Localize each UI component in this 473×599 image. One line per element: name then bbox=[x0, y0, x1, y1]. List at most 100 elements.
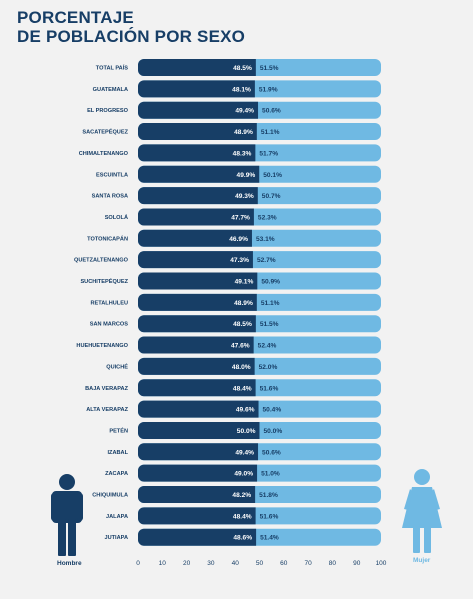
bar-male bbox=[138, 251, 253, 269]
x-tick-label: 20 bbox=[183, 560, 191, 567]
bar-male bbox=[138, 336, 254, 354]
value-label-female: 50.6% bbox=[262, 108, 281, 115]
value-label-male: 48.4% bbox=[233, 385, 252, 392]
x-tick-label: 0 bbox=[136, 560, 140, 567]
x-tick-label: 100 bbox=[376, 560, 387, 567]
bar-male bbox=[138, 357, 255, 375]
value-label-male: 48.3% bbox=[233, 150, 252, 157]
category-label: IZABAL bbox=[107, 450, 128, 456]
value-label-male: 46.9% bbox=[229, 236, 248, 243]
x-tick-label: 90 bbox=[353, 560, 361, 567]
value-label-female: 50.6% bbox=[262, 449, 281, 456]
category-label: SUCHITEPÉQUEZ bbox=[80, 277, 128, 285]
male-person-icon bbox=[51, 474, 83, 556]
bar-male bbox=[138, 379, 256, 397]
value-label-female: 50.9% bbox=[261, 279, 280, 286]
value-label-female: 52.4% bbox=[258, 343, 277, 350]
bar-male bbox=[138, 187, 258, 205]
x-tick-label: 10 bbox=[159, 560, 167, 567]
value-label-male: 48.5% bbox=[233, 321, 252, 328]
bar-male bbox=[138, 464, 258, 482]
category-label: HUEHUETENANGO bbox=[76, 343, 128, 349]
value-label-female: 51.5% bbox=[260, 65, 279, 72]
value-label-female: 52.0% bbox=[259, 364, 278, 371]
page-title: PORCENTAJE DE POBLACIÓN POR SEXO bbox=[17, 8, 245, 46]
value-label-female: 51.9% bbox=[259, 86, 278, 93]
title-line-2: DE POBLACIÓN POR SEXO bbox=[17, 27, 246, 46]
x-tick-label: 30 bbox=[207, 560, 215, 567]
value-label-female: 50.7% bbox=[262, 193, 281, 200]
category-label: CHIMALTENANGO bbox=[79, 151, 129, 157]
x-tick-label: 60 bbox=[280, 560, 288, 567]
value-label-male: 49.4% bbox=[235, 449, 254, 456]
bar-male bbox=[138, 293, 257, 311]
value-label-male: 47.7% bbox=[231, 214, 250, 221]
female-legend-label: Mujer bbox=[413, 557, 431, 564]
value-label-female: 52.3% bbox=[258, 214, 277, 221]
bar-male bbox=[138, 400, 259, 418]
value-label-male: 47.3% bbox=[230, 257, 249, 264]
value-label-female: 51.4% bbox=[260, 535, 279, 542]
bar-male bbox=[138, 507, 256, 525]
value-label-male: 48.4% bbox=[233, 513, 252, 520]
category-label: RETALHULEU bbox=[91, 300, 129, 306]
bar-male bbox=[138, 421, 260, 439]
bar-male bbox=[138, 528, 257, 546]
value-label-male: 48.9% bbox=[234, 300, 253, 307]
value-label-male: 48.9% bbox=[234, 129, 253, 136]
category-label: PETÉN bbox=[109, 426, 128, 434]
category-label: SANTA ROSA bbox=[92, 194, 128, 200]
value-label-male: 50.0% bbox=[237, 428, 256, 435]
male-legend-label: Hombre bbox=[57, 560, 82, 567]
bar-male bbox=[138, 486, 256, 503]
value-label-male: 49.4% bbox=[235, 108, 254, 115]
bar-male bbox=[138, 144, 256, 162]
category-label: EL PROGRESO bbox=[87, 108, 129, 114]
x-tick-label: 80 bbox=[329, 560, 337, 567]
value-label-female: 53.1% bbox=[256, 236, 275, 243]
value-label-female: 50.4% bbox=[263, 407, 282, 414]
category-label: QUICHÉ bbox=[106, 362, 128, 370]
value-label-female: 52.7% bbox=[257, 257, 276, 264]
category-label: CHIQUIMULA bbox=[92, 493, 128, 499]
value-label-male: 48.5% bbox=[233, 65, 252, 72]
value-label-female: 51.7% bbox=[259, 150, 278, 157]
value-label-male: 49.0% bbox=[234, 471, 253, 478]
category-label: TOTONICAPÁN bbox=[87, 235, 128, 242]
value-label-male: 48.1% bbox=[232, 86, 251, 93]
value-label-male: 49.9% bbox=[237, 172, 256, 179]
category-label: GUATEMALA bbox=[93, 87, 128, 93]
bar-male bbox=[138, 123, 257, 141]
bar-male bbox=[138, 229, 252, 247]
category-label: SAN MARCOS bbox=[90, 322, 128, 328]
category-label: ALTA VERAPAZ bbox=[86, 407, 128, 413]
bar-male bbox=[138, 272, 258, 290]
value-label-female: 51.1% bbox=[261, 300, 280, 307]
bar-male bbox=[138, 315, 256, 333]
category-label: JALAPA bbox=[106, 514, 128, 520]
category-label: ZACAPA bbox=[105, 471, 128, 477]
value-label-female: 51.6% bbox=[260, 385, 279, 392]
value-label-male: 47.6% bbox=[231, 343, 250, 350]
value-label-female: 51.6% bbox=[260, 513, 279, 520]
bars-group: TOTAL PAÍS 48.5% 51.5% GUATEMALA 48.1% 51.9% E… bbox=[74, 59, 381, 546]
value-label-male: 48.0% bbox=[232, 364, 251, 371]
value-label-female: 51.8% bbox=[259, 492, 278, 499]
value-label-male: 49.1% bbox=[235, 279, 254, 286]
category-label: ESCUINTLA bbox=[96, 172, 128, 178]
bar-male bbox=[138, 443, 259, 461]
category-label: JUTIAPA bbox=[104, 535, 128, 541]
value-label-female: 51.1% bbox=[261, 129, 280, 136]
value-label-female: 50.1% bbox=[263, 172, 282, 179]
category-label: QUETZALTENANGO bbox=[74, 258, 129, 264]
category-label: BAJA VERAPAZ bbox=[85, 386, 128, 392]
value-label-female: 51.5% bbox=[260, 321, 279, 328]
bar-male bbox=[138, 165, 260, 183]
category-label: SACATEPÉQUEZ bbox=[82, 128, 128, 136]
x-tick-label: 50 bbox=[256, 560, 264, 567]
bar-male bbox=[138, 208, 254, 226]
value-label-male: 48.6% bbox=[233, 535, 252, 542]
value-label-male: 48.2% bbox=[232, 492, 251, 499]
value-label-female: 51.0% bbox=[261, 471, 280, 478]
